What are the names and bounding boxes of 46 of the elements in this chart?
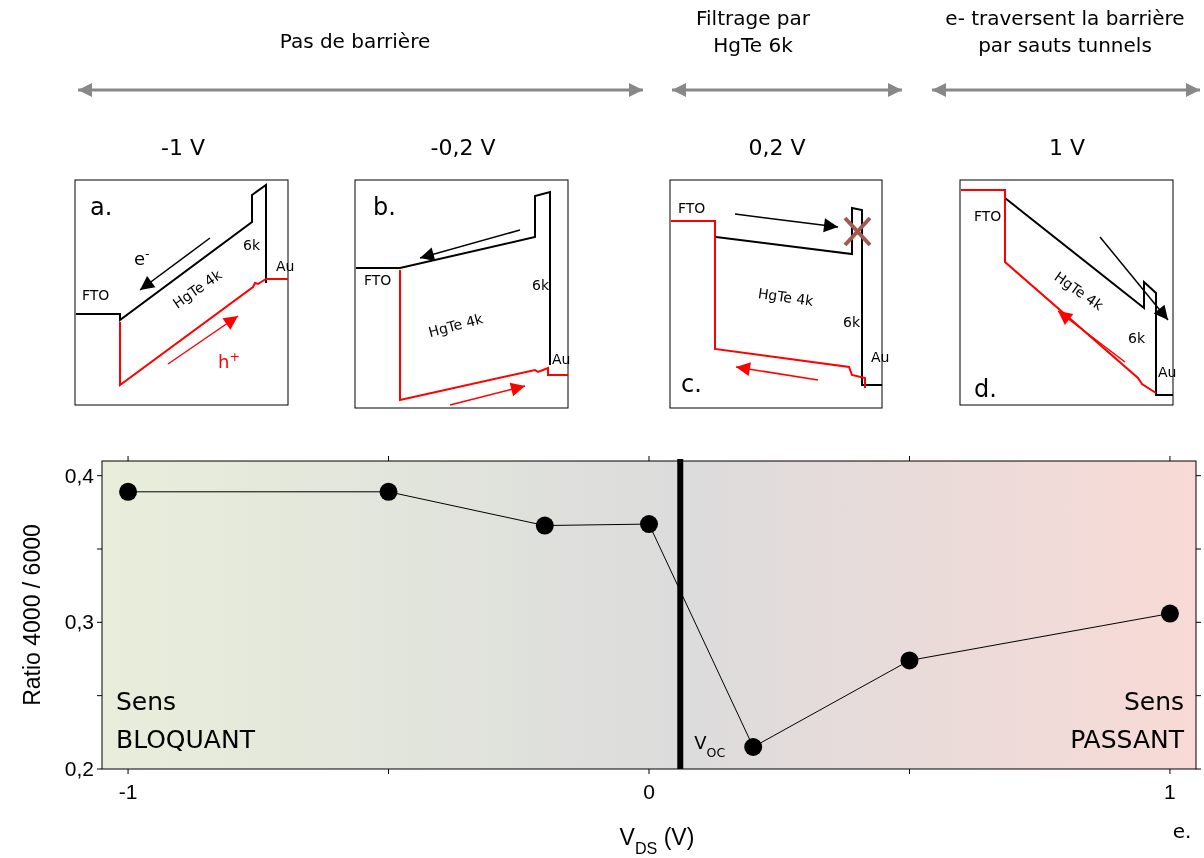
text: e. xyxy=(1172,819,1192,843)
x-axis-title: V$_{DS}$ (V) xyxy=(619,824,695,857)
text: e$^{-}$ xyxy=(134,245,150,269)
text: b. xyxy=(373,193,396,221)
point xyxy=(900,651,919,670)
band-label: Sens PASSANT xyxy=(1070,687,1185,754)
y-tick-label: 0,3 xyxy=(64,610,94,634)
text: c. xyxy=(681,370,702,398)
text: FTO xyxy=(364,272,392,288)
point xyxy=(379,482,398,501)
text: Filtrage par HgTe 6k xyxy=(695,6,811,57)
point xyxy=(744,738,763,756)
text: h$^{+}$ xyxy=(218,348,240,372)
text: 1 V xyxy=(1048,135,1086,160)
text: Au xyxy=(871,349,890,365)
text: 6k xyxy=(1128,330,1146,346)
x-tick-label: 0 xyxy=(643,780,655,803)
point xyxy=(1160,604,1179,623)
band-label: Sens BLOQUANT xyxy=(116,687,256,754)
point xyxy=(119,482,138,501)
text: Au xyxy=(276,258,295,274)
text: 6k xyxy=(843,314,861,330)
text: -1 V xyxy=(161,135,205,160)
text: 0,2 V xyxy=(748,135,806,160)
point xyxy=(640,515,658,534)
text: Pas de barrière xyxy=(279,29,431,53)
text: FTO xyxy=(678,200,706,216)
y-tick-label: 0,4 xyxy=(64,463,95,487)
text: FTO xyxy=(974,208,1002,224)
text: HgTe 4k xyxy=(757,285,816,309)
text: -0,2 V xyxy=(430,135,496,160)
text: e- traversent la barrière par sauts tunnels xyxy=(945,6,1185,57)
y-tick-label: 0,2 xyxy=(64,757,94,780)
x-tick-label: -1 xyxy=(118,780,138,803)
text: d. xyxy=(974,375,997,403)
text: Au xyxy=(552,351,571,367)
text: a. xyxy=(90,193,113,221)
text: Au xyxy=(1158,364,1177,380)
ref-line-label: V$_{OC}$ xyxy=(694,732,726,760)
text: 6k xyxy=(532,277,550,293)
text: HgTe 4k xyxy=(426,310,486,341)
y-axis-title: Ratio 4000 / 6000 xyxy=(19,524,45,706)
text: 6k xyxy=(243,237,261,253)
x-tick-label: 1 xyxy=(1164,780,1176,803)
text: FTO xyxy=(82,287,110,303)
point xyxy=(535,516,554,535)
